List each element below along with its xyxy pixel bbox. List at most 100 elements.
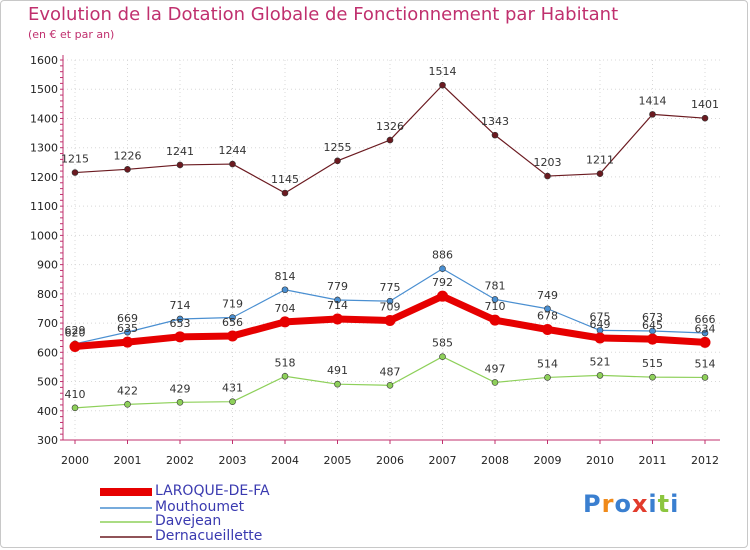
- data-label: 514: [695, 357, 716, 370]
- y-tick-label: 400: [37, 405, 58, 418]
- data-point: [701, 114, 709, 122]
- data-point: [281, 286, 289, 294]
- legend-label: Dernacueillette: [155, 528, 263, 544]
- data-label: 629: [65, 324, 86, 337]
- x-tick-label: 2000: [61, 454, 89, 467]
- data-label: 635: [117, 322, 138, 335]
- y-tick-label: 1400: [30, 112, 58, 125]
- data-label: 886: [432, 249, 453, 262]
- data-label: 719: [222, 298, 243, 311]
- data-point: [542, 324, 553, 336]
- data-point: [386, 382, 394, 389]
- data-label: 749: [537, 289, 558, 302]
- data-point: [174, 331, 186, 343]
- data-point: [71, 404, 79, 412]
- x-tick-label: 2008: [481, 454, 509, 467]
- data-label: 491: [327, 364, 348, 377]
- data-label: 431: [222, 382, 243, 395]
- y-tick-label: 900: [37, 259, 58, 272]
- x-tick-label: 2006: [376, 454, 404, 467]
- data-point: [544, 374, 551, 381]
- data-label: 709: [380, 300, 401, 313]
- logo-letter: r: [601, 490, 615, 518]
- data-point: [701, 329, 709, 337]
- data-point: [701, 374, 709, 381]
- data-point: [596, 170, 604, 178]
- data-label: 487: [380, 365, 401, 378]
- data-label: 781: [485, 279, 506, 292]
- logo-letter: t: [657, 490, 671, 518]
- data-point: [491, 296, 499, 303]
- data-point: [124, 328, 131, 336]
- data-point: [281, 189, 289, 197]
- data-label: 585: [432, 337, 453, 350]
- data-label: 1203: [534, 156, 562, 169]
- data-point: [122, 336, 133, 348]
- data-point: [229, 314, 236, 321]
- data-point: [124, 401, 131, 408]
- data-label: 514: [537, 357, 558, 370]
- data-point: [437, 290, 448, 302]
- legend-label: Mouthoumet: [155, 499, 245, 515]
- data-label: 649: [590, 318, 611, 331]
- data-label: 792: [432, 276, 453, 289]
- data-label: 645: [642, 319, 663, 332]
- data-point: [491, 379, 499, 386]
- data-point: [596, 372, 604, 379]
- y-tick-label: 1300: [30, 142, 58, 155]
- logo-letter: x: [631, 490, 649, 518]
- x-tick-label: 2009: [534, 454, 562, 467]
- logo-letter: i: [648, 490, 658, 518]
- data-label: 1211: [586, 154, 614, 167]
- data-point: [439, 81, 446, 89]
- x-tick-label: 2004: [271, 454, 299, 467]
- data-point: [176, 315, 184, 323]
- data-point: [281, 372, 289, 380]
- data-label: 814: [275, 270, 296, 283]
- data-label: 1326: [376, 120, 404, 133]
- data-label: 1244: [219, 144, 247, 157]
- data-label: 678: [537, 310, 558, 323]
- data-label: 714: [327, 299, 348, 312]
- data-label: 620: [65, 326, 86, 339]
- data-point: [334, 157, 341, 165]
- y-tick-label: 500: [37, 376, 58, 389]
- x-tick-label: 2005: [324, 454, 352, 467]
- data-label: 669: [117, 312, 138, 325]
- data-label: 779: [327, 280, 348, 293]
- data-point: [332, 313, 343, 325]
- data-point: [649, 111, 656, 118]
- y-tick-label: 300: [37, 434, 58, 447]
- data-point: [594, 332, 606, 344]
- data-point: [229, 398, 236, 406]
- x-tick-label: 2012: [691, 454, 719, 467]
- legend-label: Davejean: [155, 513, 222, 529]
- data-label: 1414: [639, 94, 667, 107]
- data-point: [71, 169, 79, 176]
- data-label: 653: [170, 317, 191, 330]
- data-label: 666: [695, 313, 716, 326]
- data-point: [491, 131, 499, 139]
- y-tick-label: 1200: [30, 171, 58, 184]
- data-label: 675: [590, 310, 611, 323]
- data-point: [124, 166, 131, 173]
- data-label: 704: [275, 302, 296, 315]
- y-tick-label: 1000: [30, 229, 58, 242]
- data-label: 1343: [481, 115, 509, 128]
- data-point: [334, 380, 341, 388]
- y-tick-label: 1500: [30, 83, 58, 96]
- logo-letter: o: [614, 490, 632, 518]
- data-point: [386, 297, 394, 305]
- chart-title: Evolution de la Dotation Globale de Fonc…: [28, 4, 619, 25]
- data-label: 1514: [429, 65, 457, 78]
- data-point: [489, 314, 501, 326]
- data-label: 775: [380, 281, 401, 294]
- y-tick-label: 800: [37, 288, 58, 301]
- data-point: [227, 330, 238, 342]
- proxiti-logo: Proxiti: [583, 490, 679, 518]
- data-point: [439, 353, 446, 360]
- data-label: 634: [695, 322, 716, 335]
- data-label: 714: [170, 299, 191, 312]
- data-label: 1145: [271, 173, 299, 186]
